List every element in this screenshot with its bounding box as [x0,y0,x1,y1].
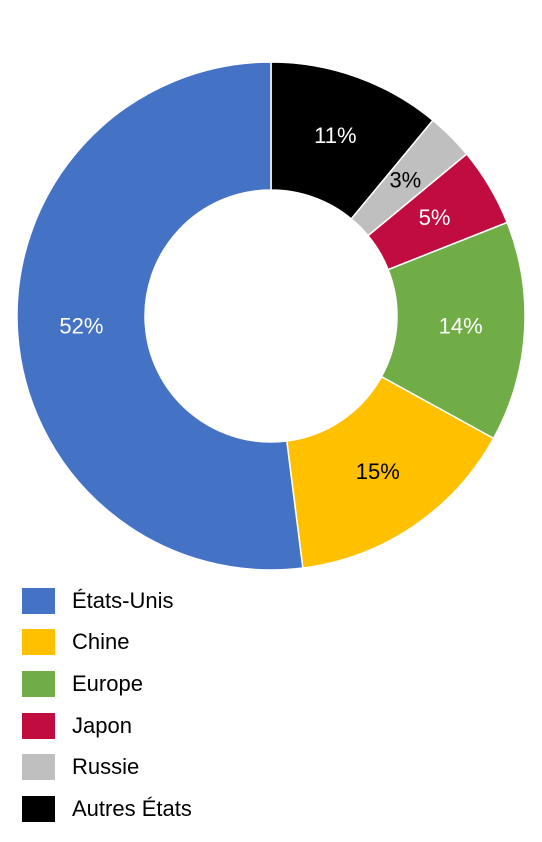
legend-item: Europe [22,663,522,705]
legend-swatch [22,754,55,781]
legend-label: Chine [72,629,130,655]
legend-item: Russie [22,746,522,788]
data-label-japon: 5% [419,205,451,230]
data-label-chine: 15% [356,459,400,484]
data-label-russie: 3% [389,167,421,192]
legend-swatch [22,629,55,656]
legend: États-Unis Chine Europe Japon Russie Autres É… [22,580,522,830]
slice-chine [285,375,495,569]
data-label-autres-tats: 11% [314,123,356,148]
donut-labels: 11% 3% 5% 14% 15% 52% [59,123,482,484]
data-label-europe: 14% [439,314,483,339]
legend-item: Chine [22,622,522,664]
legend-label: Europe [72,670,143,696]
slice--tats-unis [16,61,304,571]
legend-swatch [22,587,55,614]
legend-swatch [22,670,55,697]
legend-label: Japon [72,712,132,738]
legend-item: Japon [22,705,522,747]
legend-item: Autres États [22,788,522,830]
legend-label: Autres États [72,795,192,821]
slice-europe [380,221,526,440]
legend-swatch [22,712,55,739]
donut-chart: 11% 3% 5% 14% 15% 52% [16,61,526,571]
legend-swatch [22,795,55,822]
legend-label: Russie [72,754,140,780]
legend-label: États-Unis [72,587,174,613]
donut-slices [16,61,526,571]
legend-item: États-Unis [22,580,522,622]
data-label--tats-unis: 52% [59,314,103,339]
